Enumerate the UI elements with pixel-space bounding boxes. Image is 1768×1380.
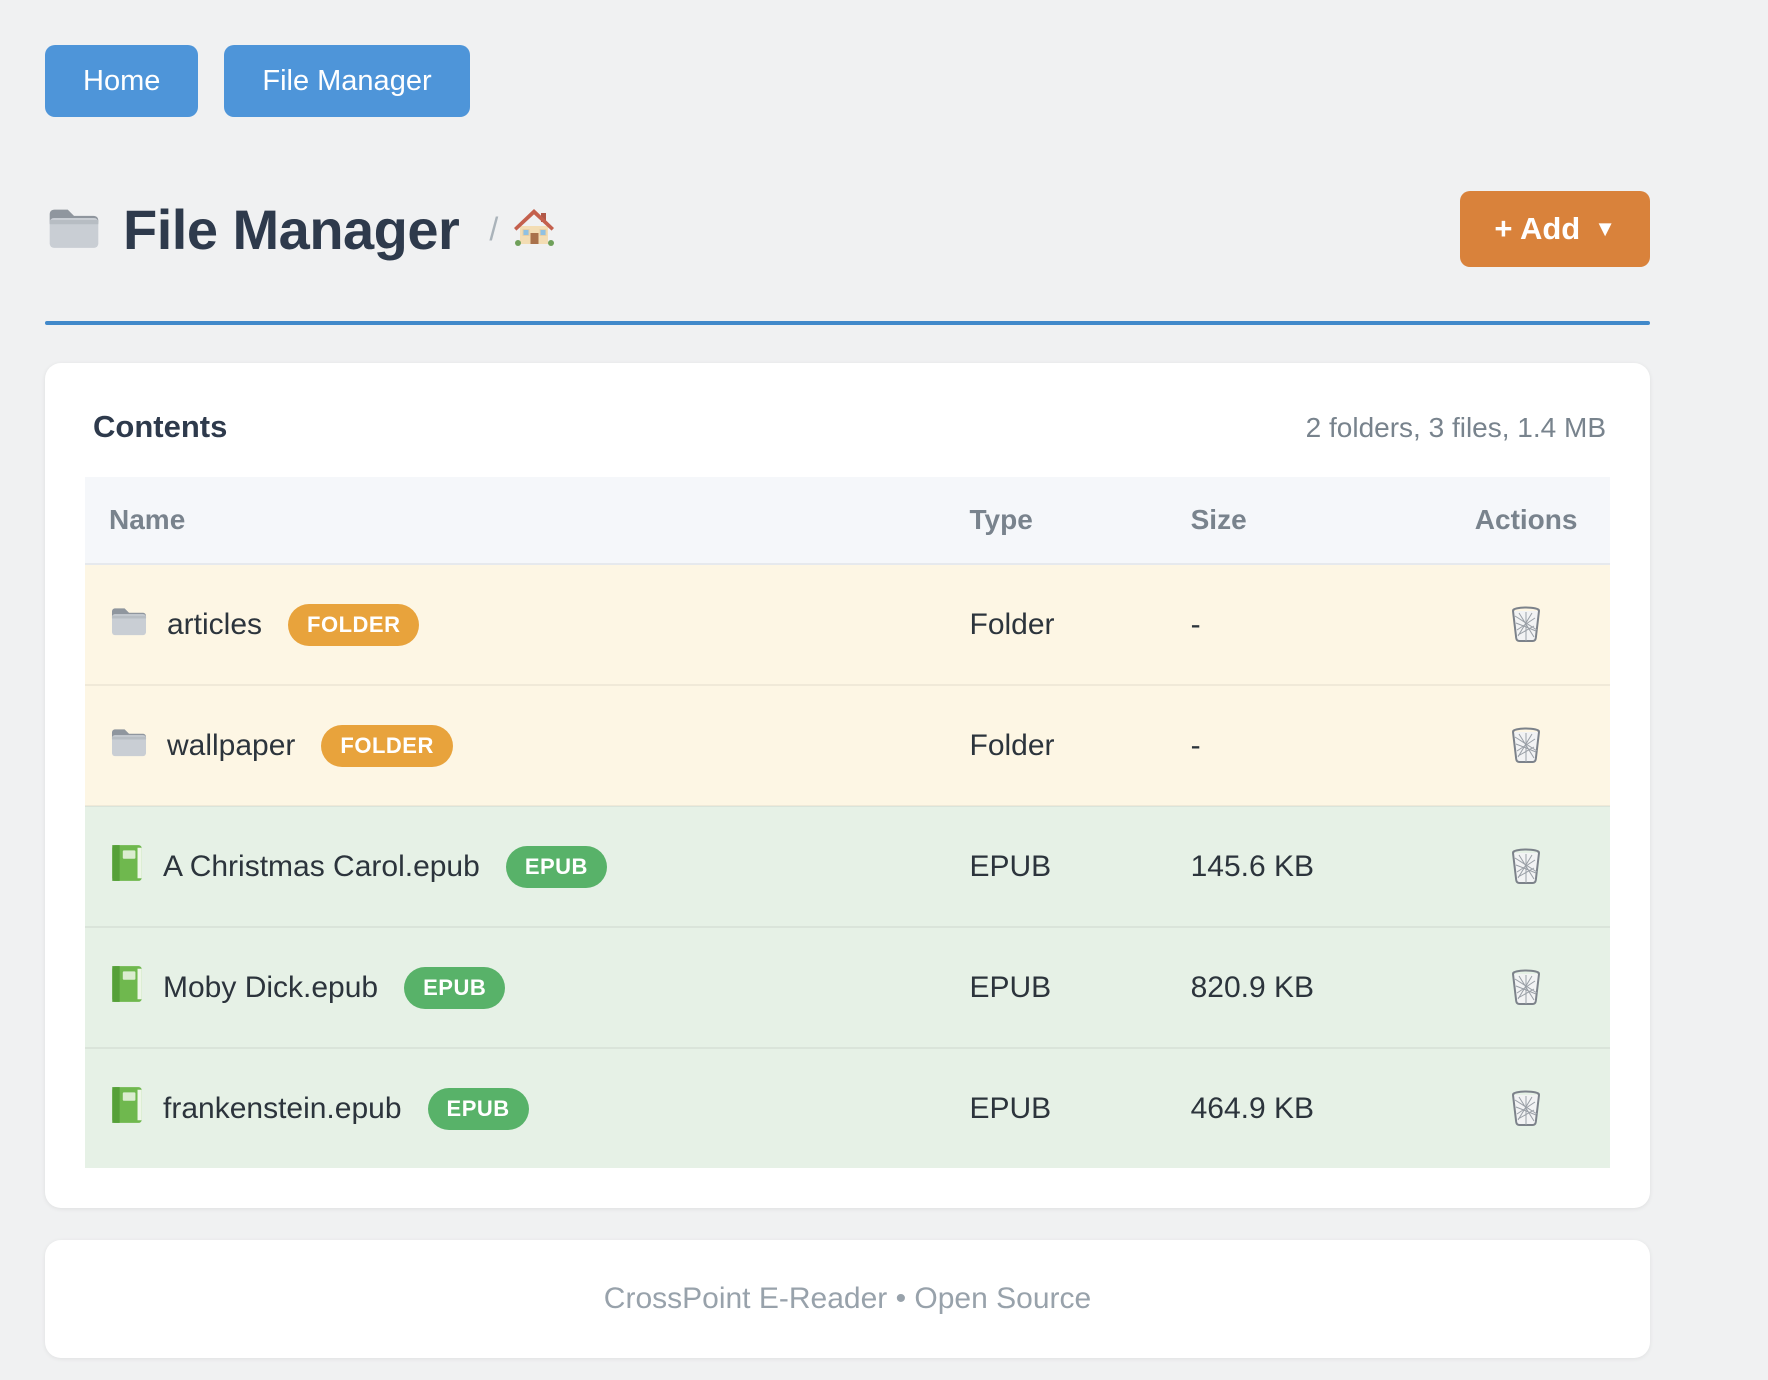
delete-button[interactable] [1505,599,1547,650]
footer-text: CrossPoint E-Reader • Open Source [603,1282,1092,1315]
file-name[interactable]: frankenstein.epub [163,1091,402,1125]
contents-heading: Contents [93,409,228,444]
file-size: - [1190,684,1443,806]
table-row[interactable]: articles FOLDER Folder - [85,564,1610,685]
book-icon [109,1085,145,1133]
folder-badge: FOLDER [321,724,453,767]
file-table: Name Type Size Actions articles FOLDER F… [85,477,1610,1168]
file-type: EPUB [969,1047,1191,1168]
file-type: EPUB [969,926,1191,1048]
contents-card: Contents 2 folders, 3 files, 1.4 MB Name… [45,363,1650,1208]
title-divider [45,321,1650,325]
epub-badge: EPUB [505,845,607,888]
trash-icon [1509,845,1543,888]
epub-badge: EPUB [427,1087,529,1130]
file-size: 820.9 KB [1190,926,1443,1048]
file-type: EPUB [969,805,1191,927]
table-row[interactable]: A Christmas Carol.epub EPUB EPUB 145.6 K… [85,805,1610,927]
trash-icon [1509,724,1543,767]
contents-summary: 2 folders, 3 files, 1.4 MB [1305,412,1606,443]
table-header-row: Name Type Size Actions [85,477,1610,565]
file-manager-button[interactable]: File Manager [224,45,470,117]
column-header-actions: Actions [1442,477,1610,565]
delete-button[interactable] [1505,841,1547,892]
table-row[interactable]: wallpaper FOLDER Folder - [85,684,1610,806]
delete-button[interactable] [1505,962,1547,1013]
file-name[interactable]: wallpaper [167,728,296,762]
book-icon [109,843,145,891]
file-name[interactable]: A Christmas Carol.epub [163,849,480,883]
folder-icon [45,202,103,257]
file-name[interactable]: articles [167,607,263,641]
trash-icon [1509,966,1543,1009]
house-icon[interactable] [512,206,556,253]
file-size: - [1190,564,1443,685]
delete-button[interactable] [1505,1083,1547,1134]
folder-icon [109,724,149,767]
column-header-name: Name [85,477,970,565]
add-button-label: + Add [1494,211,1581,246]
file-type: Folder [969,564,1191,685]
file-size: 464.9 KB [1190,1047,1443,1168]
delete-button[interactable] [1505,720,1547,771]
folder-badge: FOLDER [288,603,420,646]
table-row[interactable]: Moby Dick.epub EPUB EPUB 820.9 KB [85,926,1610,1048]
trash-icon [1509,1087,1543,1130]
file-size: 145.6 KB [1190,805,1443,927]
page-header: File Manager / + Add ▼ [45,191,1650,267]
chevron-down-icon: ▼ [1594,216,1616,241]
top-nav: Home File Manager [45,45,1650,117]
breadcrumb-separator: / [489,210,499,247]
breadcrumb: / [489,206,556,253]
footer: CrossPoint E-Reader • Open Source [45,1240,1650,1358]
column-header-size: Size [1190,477,1443,565]
trash-icon [1509,603,1543,646]
home-button[interactable]: Home [45,45,199,117]
epub-badge: EPUB [404,966,506,1009]
table-row[interactable]: frankenstein.epub EPUB EPUB 464.9 KB [85,1047,1610,1168]
file-type: Folder [969,684,1191,806]
folder-icon [109,603,149,646]
page-title: File Manager [123,197,460,261]
file-name[interactable]: Moby Dick.epub [163,970,379,1004]
add-button[interactable]: + Add ▼ [1460,191,1650,267]
book-icon [109,964,145,1012]
column-header-type: Type [969,477,1191,565]
